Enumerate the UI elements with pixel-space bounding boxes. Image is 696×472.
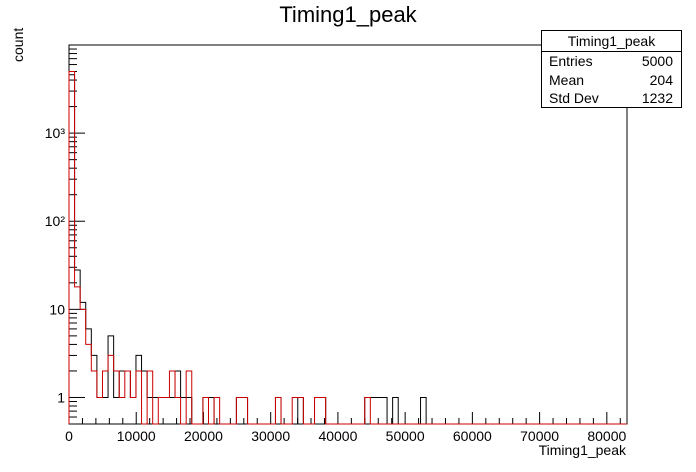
x-tick-label: 20000	[184, 428, 223, 444]
x-tick-label: 50000	[386, 428, 425, 444]
histogram-series-1	[68, 71, 627, 425]
x-tick-label: 10000	[117, 428, 156, 444]
stats-label: Mean	[549, 71, 585, 88]
x-tick-label: 60000	[453, 428, 492, 444]
x-axis-label: Timing1_peak	[538, 442, 626, 458]
stats-box: Timing1_peak Entries 5000 Mean 204 Std D…	[541, 30, 682, 108]
x-tick-label: 80000	[587, 428, 626, 444]
x-tick-label: 30000	[251, 428, 290, 444]
y-tick-label: 10³	[45, 125, 66, 141]
stats-title: Timing1_peak	[542, 31, 681, 52]
chart-title: Timing1_peak	[279, 2, 417, 27]
y-tick-label: 10²	[45, 213, 66, 229]
x-tick-label: 70000	[520, 428, 559, 444]
y-tick-label: 1	[57, 389, 65, 405]
x-tick-label: 40000	[318, 428, 357, 444]
stats-value: 1232	[641, 90, 673, 106]
stats-label: Entries	[549, 53, 593, 69]
stats-value: 204	[649, 71, 673, 88]
stats-row-stddev: Std Dev 1232	[542, 89, 681, 108]
stats-row-entries: Entries 5000	[542, 52, 681, 71]
x-tick-label: 0	[65, 428, 73, 444]
stats-value: 5000	[641, 53, 673, 69]
y-tick-label: 10	[49, 301, 65, 317]
stats-row-mean: Mean 204	[542, 71, 681, 90]
stats-label: Std Dev	[549, 90, 599, 106]
